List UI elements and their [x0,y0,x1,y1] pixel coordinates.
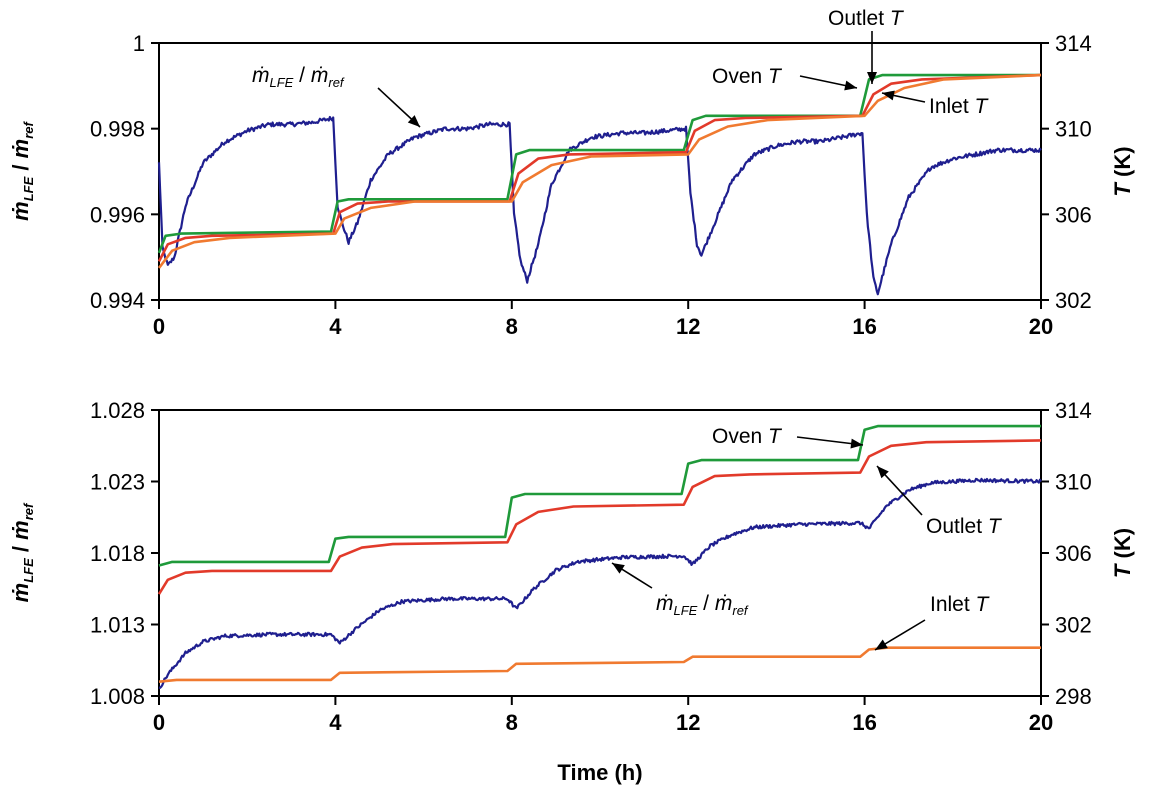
series-line-oven [157,73,1041,254]
y-right-tick-label: 310 [1055,470,1092,495]
label-sub: ref [328,75,345,90]
x-tick-label: 16 [852,314,876,339]
y-right-tick-label: 314 [1055,31,1092,56]
x-tick-label: 12 [676,314,700,339]
series-line-outlet [157,73,1042,262]
annotation-ratio-arrow-head [407,115,420,127]
plot-frame [158,409,1042,697]
label-sub: LFE [270,75,294,90]
annotation-inlet-label: Inlet T [930,593,991,616]
annotation-var: T [975,95,990,118]
annotation-outlet-arrow-head [867,72,877,84]
series-line-ratio [158,477,1042,689]
y-left-tick-label: 1.013 [90,613,145,638]
y-left-tick-label: 0.996 [90,202,145,227]
x-tick-label: 20 [1029,314,1053,339]
y-right-tick-label: 302 [1055,613,1092,638]
label-sub: ref [732,603,749,618]
y-left-tick-label: 0.994 [90,288,145,313]
x-tick-label: 16 [852,710,876,735]
annotation-ratio-label: ṁLFE / ṁref [252,64,345,90]
y-left-tick-label: 1.018 [90,541,145,566]
annotation-inlet-label: Inlet T [929,95,990,118]
label-m: ṁ [656,592,674,615]
label-m: ṁ [8,520,33,540]
label-slash: / [8,540,33,558]
panel-bottom: 0 4 8 12 16 20 1.008 1.013 1.018 1.023 1.028 298 302… [8,398,1135,785]
label-m: ṁ [311,64,329,87]
annotation-inlet-arrow-head [882,90,895,101]
series-line-ratio [157,115,1042,296]
label-sub: LFE [674,603,698,618]
label-unit: (K) [1110,528,1135,565]
label-m: ṁ [8,201,33,221]
annotation-oven-label: Oven T [712,65,783,88]
y-left-tick-label: 0.998 [90,117,145,142]
label-slash: / [697,592,715,615]
annotation-var: T [976,593,991,616]
series-line-outlet [157,439,1042,595]
annotation-oven-arrow-head [844,80,857,91]
annotation-ratio-arrow-head [612,563,625,574]
label-m: ṁ [8,139,33,159]
x-tick-label: 4 [329,314,342,339]
annotation-text: Inlet [930,593,976,616]
y-left-tick-label: 1.023 [90,470,145,495]
y-right-tick-label: 298 [1055,684,1092,709]
series-line-inlet [157,73,1042,269]
annotation-var: T [890,7,905,30]
annotation-oven-arrow-head [850,438,863,449]
x-tick-label: 20 [1029,710,1053,735]
annotation-text: Inlet [929,95,975,118]
y-left-tick-label: 1 [133,31,145,56]
y-left-axis-label: ṁLFE / ṁref [8,502,36,602]
panel-top: 0 4 8 12 16 200.9940.9960.9981302306310314ṁLF… [8,7,1135,339]
annotation-var: T [768,65,783,88]
y-left-tick-label: 1.028 [90,398,145,423]
label-m: ṁ [8,583,33,603]
label-t: T [1110,182,1135,197]
label-m: ṁ [715,592,733,615]
y-right-tick-label: 314 [1055,398,1092,423]
x-tick-label: 0 [153,710,165,735]
annotation-text: Oven [712,425,768,448]
label-t: T [1110,563,1135,578]
x-tick-label: 8 [506,314,518,339]
y-right-tick-label: 306 [1055,202,1092,227]
y-left-axis-label: ṁLFE / ṁref [8,121,36,221]
y-left-tick-label: 1.008 [90,684,145,709]
annotation-var: T [768,425,783,448]
x-tick-label: 0 [153,314,165,339]
x-tick-label: 8 [506,710,518,735]
x-axis-label: Time (h) [557,760,642,785]
annotation-text: Outlet [926,515,988,538]
annotation-text: Outlet [828,7,890,30]
x-tick-label: 4 [329,710,342,735]
label-sub: ref [21,121,36,139]
annotation-outlet-label: Outlet T [926,515,1003,538]
y-right-tick-label: 310 [1055,117,1092,142]
label-m: ṁ [252,64,270,87]
series-line-inlet [158,646,1041,683]
annotation-var: T [988,515,1003,538]
annotation-outlet-label: Outlet T [828,7,905,30]
y-right-tick-label: 302 [1055,288,1092,313]
label-unit: (K) [1110,146,1135,183]
label-slash: / [293,64,311,87]
label-sub: ref [21,502,36,520]
annotation-oven-label: Oven T [712,425,783,448]
annotation-outlet-arrow-head [877,466,889,479]
annotation-text: Oven [712,65,768,88]
label-slash: / [8,158,33,176]
label-sub: LFE [21,176,36,201]
annotation-inlet-arrow-head [875,639,888,650]
y-right-axis-label: T (K) [1110,528,1135,578]
y-right-axis-label: T (K) [1110,146,1135,196]
label-sub: LFE [21,558,36,583]
series-line-oven [158,424,1041,567]
y-right-tick-label: 306 [1055,541,1092,566]
annotation-ratio-label: ṁLFE / ṁref [656,592,749,618]
x-tick-label: 12 [676,710,700,735]
